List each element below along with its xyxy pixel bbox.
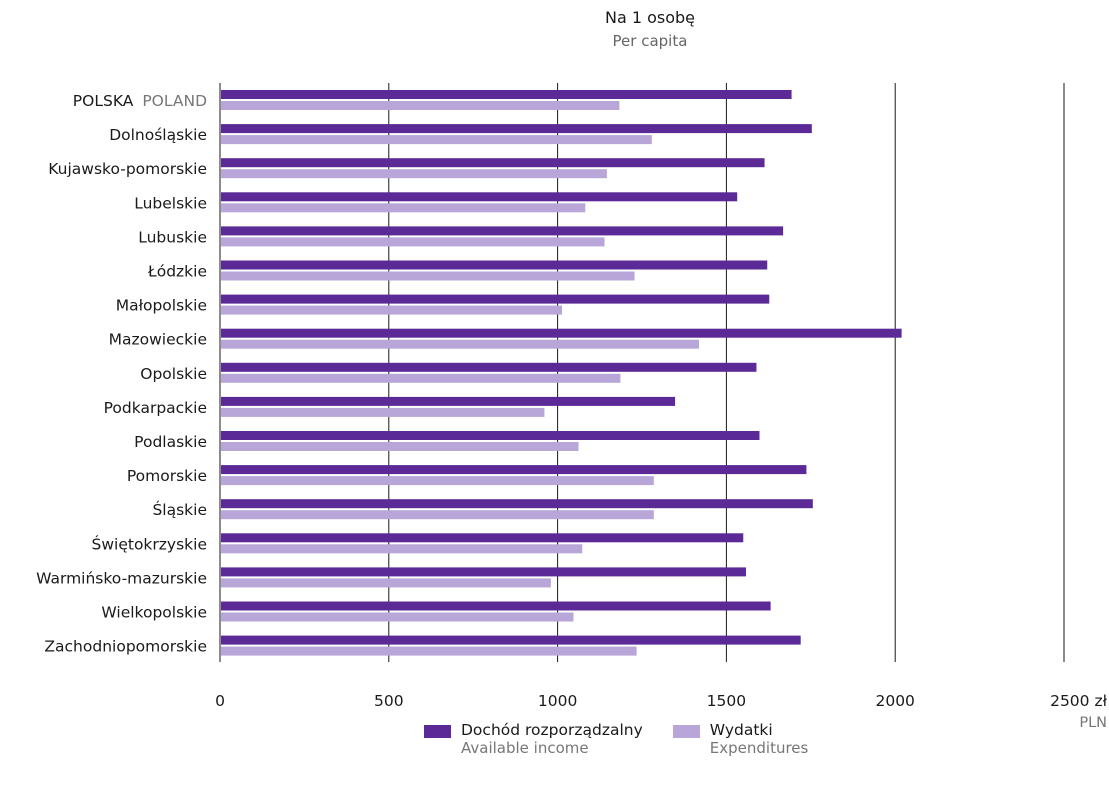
legend-label-expenditures: Wydatki — [709, 721, 773, 739]
bar-income — [221, 567, 746, 577]
category-label: Podlaskie — [134, 433, 207, 451]
category-label: Małopolskie — [116, 297, 207, 315]
bar-expenditures — [221, 476, 654, 486]
legend-sublabel-income: Available income — [461, 739, 589, 757]
category-label-main: Lubuskie — [138, 228, 207, 246]
category-label-main: Pomorskie — [127, 467, 207, 485]
category-label: Śląskie — [152, 500, 207, 519]
bar-income — [221, 601, 771, 611]
bar-income — [221, 294, 770, 304]
bar-income — [221, 533, 744, 543]
bar-expenditures — [221, 305, 562, 315]
x-tick-label: 500 — [374, 692, 404, 710]
bar-expenditures — [221, 407, 545, 417]
x-tick-label: 1500 — [707, 692, 746, 710]
bar-expenditures — [221, 510, 654, 520]
bar-income — [221, 158, 765, 168]
category-label: Zachodniopomorskie — [44, 638, 207, 656]
x-tick-label: 1000 — [538, 692, 577, 710]
category-label-main: Warmińsko-mazurskie — [36, 569, 207, 587]
bar-expenditures — [221, 612, 574, 622]
bar-income — [221, 192, 738, 202]
bar-income — [221, 465, 807, 475]
category-label-main: Mazowieckie — [109, 331, 207, 349]
category-label: Lubelskie — [134, 194, 207, 212]
bar-expenditures — [221, 544, 583, 554]
x-tick-label: 0 — [215, 692, 225, 710]
category-label: Opolskie — [140, 365, 207, 383]
category-label-main: Lubelskie — [134, 194, 207, 212]
category-labels: POLSKA POLAND Dolnośląskie Kujawsko-pomorsk… — [36, 92, 207, 656]
bar-expenditures — [221, 339, 700, 349]
bar-income — [221, 260, 768, 270]
bar-income — [221, 124, 812, 134]
legend-item-income: Dochód rozporządzalny Available income — [424, 721, 643, 757]
category-label: Wielkopolskie — [101, 604, 207, 622]
category-label-main: Łódzkie — [147, 263, 207, 281]
bar-expenditures — [221, 646, 637, 656]
category-label: Pomorskie — [127, 467, 207, 485]
bar-expenditures — [221, 373, 621, 383]
category-label: Dolnośląskie — [109, 126, 207, 144]
category-label: Łódzkie — [147, 263, 207, 281]
bar-expenditures — [221, 101, 620, 110]
bar-expenditures — [221, 135, 652, 145]
category-label-main: Śląskie — [152, 500, 207, 519]
bar-income — [221, 431, 760, 440]
legend-sublabel-expenditures: Expenditures — [709, 739, 809, 757]
category-label: POLSKA POLAND — [73, 92, 207, 110]
bar-income — [221, 499, 813, 509]
bar-expenditures — [221, 203, 586, 213]
bar-expenditures — [221, 271, 635, 281]
bar-income — [221, 396, 676, 406]
category-label: Podkarpackie — [104, 399, 207, 417]
chart-subtitle: Per capita — [613, 32, 688, 50]
bar-income — [221, 362, 757, 372]
bar-income — [221, 226, 784, 236]
category-label-main: Świętokrzyskie — [92, 534, 207, 553]
category-label-main: Zachodniopomorskie — [44, 638, 207, 656]
category-label-main: Dolnośląskie — [109, 126, 207, 144]
bar-income — [221, 635, 801, 645]
bar-expenditures — [221, 442, 579, 451]
category-label: Lubuskie — [138, 228, 207, 246]
category-label-main: Kujawsko-pomorskie — [48, 160, 207, 178]
legend: Dochód rozporządzalny Available income W… — [424, 721, 808, 757]
legend-swatch-expenditures — [672, 725, 700, 738]
x-axis-ticks: 0 500 1000 1500 2000 2500 zł — [215, 692, 1108, 710]
bar-expenditures — [221, 578, 551, 588]
bar-income — [221, 328, 902, 338]
bar-expenditures — [221, 169, 607, 179]
x-axis-unit-sub: PLN — [1079, 715, 1107, 731]
category-label-main: Podlaskie — [134, 433, 207, 451]
category-label-main: Małopolskie — [116, 297, 207, 315]
grid-lines — [219, 83, 1065, 662]
category-label: Warmińsko-mazurskie — [36, 569, 207, 587]
x-tick-label: 2000 — [875, 692, 914, 710]
category-label: Świętokrzyskie — [92, 534, 207, 553]
category-label-main: Podkarpackie — [104, 399, 207, 417]
category-label-main: Wielkopolskie — [101, 604, 207, 622]
bar-expenditures — [221, 237, 605, 247]
chart-title: Na 1 osobę — [605, 8, 695, 27]
category-label-sub: POLAND — [142, 92, 207, 110]
category-label: Kujawsko-pomorskie — [48, 160, 207, 178]
legend-swatch-income — [424, 725, 451, 738]
category-label-main: POLSKA — [73, 92, 134, 110]
x-tick-label: 2500 zł — [1050, 692, 1108, 710]
category-label-main: Opolskie — [140, 365, 207, 383]
legend-label-income: Dochód rozporządzalny — [461, 721, 643, 739]
bars-group — [221, 90, 902, 656]
category-label: Mazowieckie — [109, 331, 207, 349]
bar-income — [221, 90, 792, 99]
legend-item-expenditures: Wydatki Expenditures — [672, 721, 809, 757]
